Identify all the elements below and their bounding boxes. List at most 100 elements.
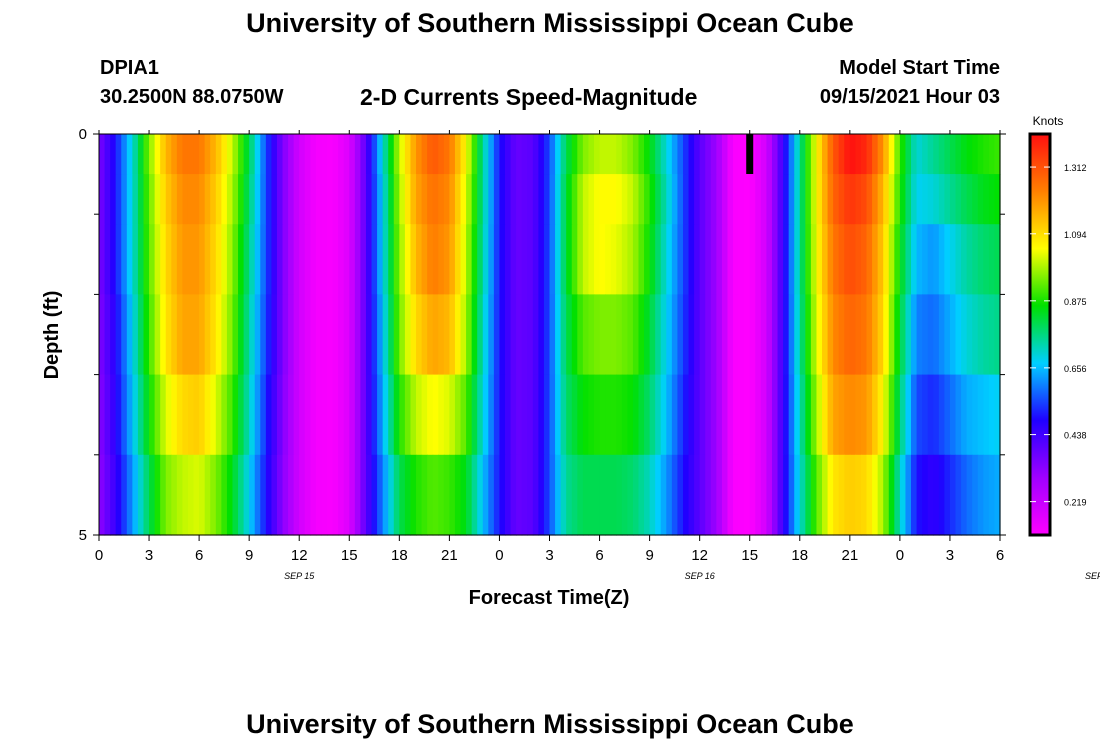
heatmap-cell — [505, 294, 512, 376]
heatmap-cell — [916, 374, 923, 456]
heatmap-cell — [182, 224, 189, 295]
heatmap-cell — [349, 224, 356, 295]
heatmap-cell — [866, 374, 873, 456]
heatmap-cell — [165, 224, 172, 295]
heatmap-cell — [771, 174, 779, 225]
heatmap-cell — [377, 294, 384, 376]
heatmap-cell — [282, 224, 289, 295]
heatmap-cell — [377, 174, 384, 225]
heatmap-cell — [399, 224, 406, 295]
heatmap-cell — [349, 174, 356, 225]
heatmap-cell — [382, 374, 389, 456]
heatmap-cell — [944, 294, 951, 376]
heatmap-cell — [983, 224, 990, 295]
heatmap-cell — [677, 374, 684, 456]
heatmap-cell — [682, 454, 690, 536]
heatmap-cell — [310, 454, 317, 536]
heatmap-cell — [872, 174, 879, 225]
heatmap-cell — [143, 294, 150, 376]
heatmap-cell — [755, 224, 762, 295]
heatmap-cell — [265, 374, 273, 456]
heatmap-cell — [221, 294, 228, 376]
heatmap-cell — [477, 174, 484, 225]
heatmap-cell — [911, 294, 918, 376]
heatmap-cell — [315, 294, 323, 376]
heatmap-cell — [705, 454, 712, 536]
heatmap-cell — [488, 294, 495, 376]
heatmap-cell — [994, 224, 1001, 295]
heatmap-cell — [688, 294, 695, 376]
heatmap-cell — [777, 174, 784, 225]
heatmap-cell — [365, 454, 373, 536]
heatmap-cell — [493, 294, 501, 376]
heatmap-cell — [555, 174, 562, 225]
station-id: DPIA1 — [100, 57, 159, 79]
heatmap-cell — [733, 174, 740, 225]
heatmap-cell — [371, 174, 378, 225]
heatmap-cell — [972, 134, 979, 175]
heatmap-cell — [949, 374, 957, 456]
heatmap-cell — [110, 374, 117, 456]
heatmap-cell — [905, 454, 912, 536]
heatmap-cell — [293, 134, 300, 175]
heatmap-cell — [872, 454, 879, 536]
x-tick-label: 6 — [195, 547, 203, 564]
heatmap-cell — [972, 454, 979, 536]
date-label: SEP 17 — [1085, 571, 1100, 581]
heatmap-cell — [154, 294, 161, 376]
heatmap-cell — [794, 174, 801, 225]
heatmap-cell — [254, 454, 261, 536]
heatmap-cell — [933, 224, 940, 295]
heatmap-cell — [210, 224, 217, 295]
heatmap-cell — [332, 294, 339, 376]
heatmap-cell — [760, 134, 768, 175]
heatmap-cell — [454, 174, 462, 225]
heatmap-cell — [649, 294, 656, 376]
heatmap-cell — [922, 454, 929, 536]
heatmap-cell — [121, 174, 128, 225]
heatmap-cell — [187, 174, 195, 225]
heatmap-cell — [210, 374, 217, 456]
x-tick-label: 6 — [595, 547, 603, 564]
heatmap-cell — [165, 134, 172, 175]
heatmap-cell — [404, 454, 412, 536]
heatmap-cell — [682, 224, 690, 295]
heatmap-cell — [310, 134, 317, 175]
heatmap-cell — [688, 224, 695, 295]
heatmap-cell — [232, 224, 239, 295]
heatmap-cell — [154, 224, 161, 295]
heatmap-cell — [549, 374, 556, 456]
heatmap-cell — [916, 174, 923, 225]
heatmap-cell — [238, 174, 245, 225]
heatmap-cell — [872, 134, 879, 175]
heatmap-cell — [733, 374, 740, 456]
heatmap-cell — [610, 374, 617, 456]
heatmap-cell — [610, 134, 617, 175]
heatmap-cell — [466, 134, 473, 175]
heatmap-cell — [983, 294, 990, 376]
heatmap-cell — [899, 454, 907, 536]
heatmap-cell — [738, 454, 745, 536]
heatmap-cell — [327, 224, 334, 295]
heatmap-cell — [860, 294, 868, 376]
heatmap-cell — [660, 174, 667, 225]
colorbar-tick-label: 1.312 — [1064, 163, 1087, 173]
heatmap-cell — [827, 224, 834, 295]
heatmap-cell — [427, 454, 434, 536]
heatmap-cell — [115, 454, 122, 536]
heatmap-cell — [988, 374, 996, 456]
heatmap-cell — [137, 174, 145, 225]
heatmap-cell — [338, 294, 345, 376]
heatmap-cell — [104, 294, 111, 376]
heatmap-cell — [410, 174, 417, 225]
heatmap-cell — [149, 174, 156, 225]
heatmap-cell — [338, 374, 345, 456]
heatmap-cell — [694, 374, 701, 456]
heatmap-cell — [938, 174, 945, 225]
heatmap-cell — [232, 374, 239, 456]
heatmap-cell — [282, 374, 289, 456]
heatmap-cell — [727, 294, 734, 376]
heatmap-cell — [883, 374, 890, 456]
heatmap-cell — [249, 294, 256, 376]
heatmap-cell — [315, 224, 323, 295]
